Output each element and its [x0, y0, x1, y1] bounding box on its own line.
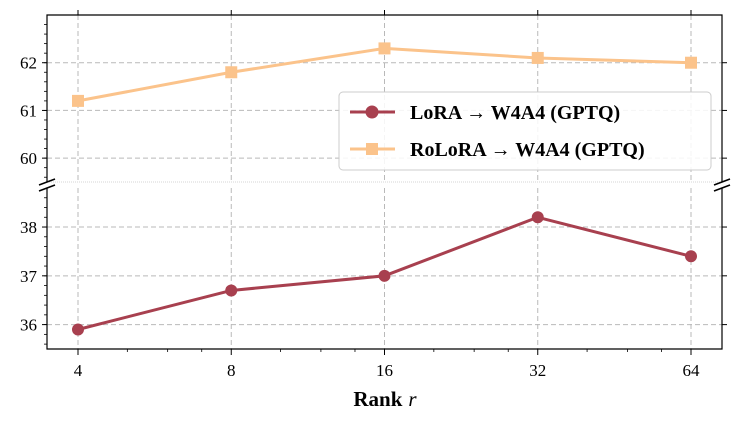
axis-break-mark-2	[713, 178, 731, 186]
axis-break-mark-1	[38, 184, 56, 192]
upper-ytick-label-62: 62	[20, 54, 37, 73]
legend-label-rolora: RoLoRA → W4A4 (GPTQ)	[410, 139, 645, 161]
axis-break-mark-0	[38, 178, 56, 186]
x-axis-label-main: Rank	[353, 387, 402, 411]
x-tick-label-8: 8	[227, 361, 236, 380]
legend-box	[338, 91, 712, 171]
legend: LoRA → W4A4 (GPTQ) RoLoRA → W4A4 (GPTQ)	[338, 91, 712, 171]
series-0-point-16	[378, 269, 391, 282]
series-1-point-16	[378, 42, 391, 55]
upper-ytick-label-61: 61	[20, 101, 37, 120]
series-1-point-32	[531, 51, 544, 64]
series-1-point-64	[685, 56, 697, 69]
x-tick-label-64: 64	[683, 361, 701, 380]
series-0-point-64	[685, 250, 697, 263]
axis-break-mark-3	[713, 184, 731, 192]
legend-marker-rolora	[366, 143, 378, 155]
x-tick-label-16: 16	[376, 361, 393, 380]
x-axis-label: Rank r	[353, 387, 417, 411]
x-axis-label-variable: r	[408, 387, 417, 411]
x-tick-label-4: 4	[74, 361, 83, 380]
series-0-point-32	[531, 211, 544, 224]
x-tick-label-32: 32	[529, 361, 546, 380]
legend-marker-lora	[365, 105, 379, 119]
series-0-point-4	[72, 323, 84, 336]
legend-label-lora: LoRA → W4A4 (GPTQ)	[410, 102, 620, 124]
lower-ytick-label-37: 37	[20, 267, 38, 286]
upper-ytick-label-60: 60	[20, 149, 37, 168]
series-1-point-8	[225, 66, 238, 79]
series-1-point-4	[72, 94, 84, 107]
lower-ytick-label-36: 36	[20, 316, 37, 335]
series-0-point-8	[225, 284, 238, 297]
lower-ytick-label-38: 38	[20, 218, 37, 237]
lower-panel: 36 37 38	[20, 188, 727, 350]
x-axis: 4 8 16 32 64	[38, 10, 731, 380]
